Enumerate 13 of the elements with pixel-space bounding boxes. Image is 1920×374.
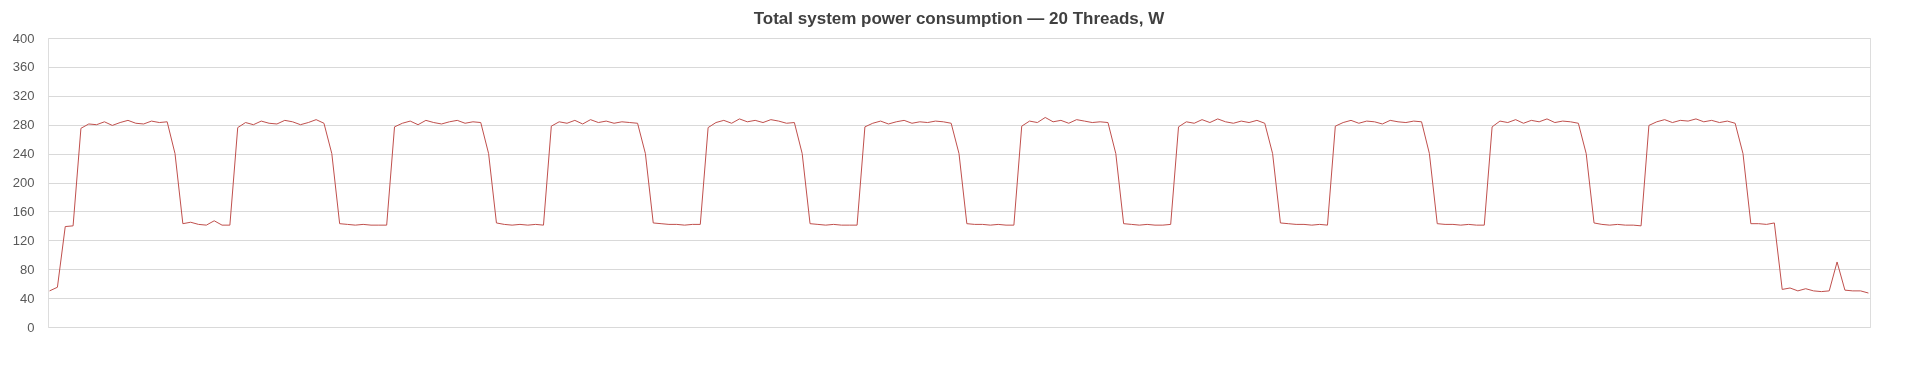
y-tick-label: 240 <box>12 146 35 162</box>
y-tick-label: 320 <box>12 88 35 104</box>
y-tick-label: 120 <box>12 232 35 248</box>
y-tick-label: 80 <box>20 261 35 277</box>
y-tick-label: 200 <box>12 175 35 190</box>
y-tick-label: 400 <box>12 30 35 46</box>
y-tick-label: 40 <box>20 290 35 306</box>
line-series <box>49 116 1869 294</box>
y-tick-label: 160 <box>12 203 35 219</box>
y-tick-label: 0 <box>27 319 35 335</box>
y-tick-label: 280 <box>12 117 35 133</box>
y-tick-label: 360 <box>12 59 35 75</box>
chart-title: Total system power consumption — 20 Threads, W <box>753 9 1166 28</box>
